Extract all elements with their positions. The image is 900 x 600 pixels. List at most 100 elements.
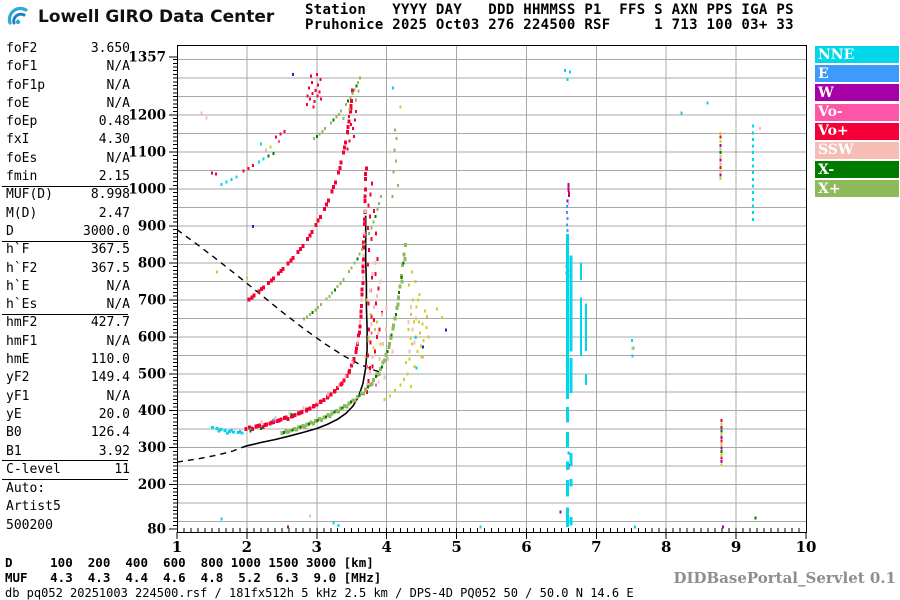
legend-item-vo: Vo+ <box>815 122 899 140</box>
param-row-he: h`E N/A <box>6 278 130 296</box>
rfi-column <box>566 234 570 528</box>
param-value: 8.998 <box>90 187 130 203</box>
param-label: D <box>6 223 14 239</box>
echo-series-o-trace-1hop <box>244 166 368 432</box>
y-tick-label: 900 <box>138 218 166 234</box>
param-row-fmin: fmin 2.15 <box>6 168 130 186</box>
logo-text: Lowell GIRO Data Center <box>38 7 275 27</box>
y-tick-label: 800 <box>138 255 166 271</box>
x-tick-label: 6 <box>521 538 531 556</box>
y-tick-label: 400 <box>138 403 166 419</box>
param-row-yf2: yF2 149.4 <box>6 369 130 387</box>
y-tick-label: 700 <box>138 292 166 308</box>
param-label: foEs <box>6 150 38 166</box>
legend-item-ssw: SSW <box>815 141 899 159</box>
param-label: MUF(D) <box>6 187 53 203</box>
servlet-watermark: DIDBasePortal_Servlet 0.1 <box>673 569 896 587</box>
param-label: B1 <box>6 443 22 459</box>
param-label: h`F <box>6 242 30 258</box>
param-value: N/A <box>106 278 130 294</box>
station-header: Station YYYY DAY DDD HHMMSS P1 FFS S AXN… <box>305 3 794 33</box>
param-value: 427.7 <box>90 315 130 331</box>
param-separator <box>2 314 128 315</box>
echo-series-tail-upper-red <box>210 130 286 176</box>
x-tick-label: 5 <box>451 538 461 556</box>
polarization-legend: NNE E W Vo- Vo+ SSW X- X+ <box>815 46 899 200</box>
echo-series-noise-purple <box>287 143 724 529</box>
param-row-yf1: yF1 N/A <box>6 388 130 406</box>
param-row-foes: foEs N/A <box>6 150 130 168</box>
rfi-column <box>569 255 573 526</box>
trace-fit-leadin-dashed <box>176 445 246 463</box>
y-tick-label: 1100 <box>128 144 166 160</box>
rfi-column <box>580 262 582 356</box>
param-value: 367.5 <box>90 242 130 258</box>
x-tick-label: 8 <box>661 538 671 556</box>
giro-logo-icon <box>7 6 28 25</box>
x-tick-label: 3 <box>312 538 322 556</box>
x-tick-label: 10 <box>796 538 817 556</box>
param-label: foF1p <box>6 77 46 93</box>
param-label: yE <box>6 406 22 422</box>
legend-item-e: E <box>815 65 899 83</box>
param-row-hf2: h`F2 367.5 <box>6 260 130 278</box>
param-label: h`E <box>6 278 30 294</box>
echo-series-noise-salmon <box>200 111 761 518</box>
param-value: N/A <box>106 95 130 111</box>
y-tick-label: 600 <box>138 329 166 345</box>
param-row-hmf1: hmF1 N/A <box>6 333 130 351</box>
parameter-panel: foF2 3.650 foF1 N/A foF1p N/A foE N/A foEp 0.48 fx… <box>6 40 130 479</box>
echo-series-tail-low-cyan <box>211 425 244 435</box>
echo-series-noise-cyan <box>220 69 754 529</box>
echo-series-x-band-upper-dark <box>315 84 358 138</box>
param-separator <box>2 478 128 480</box>
y-tick-label: 1200 <box>128 108 166 124</box>
giro-logo: Lowell GIRO Data Center <box>6 3 274 31</box>
param-row-foe: foE N/A <box>6 95 130 113</box>
autoscaling-info: Auto: Artist5 500200 <box>6 481 61 533</box>
status-line: db pq052 20251003 224500.rsf / 181fx512h… <box>5 586 634 600</box>
legend-item-vo: Vo- <box>815 103 899 121</box>
echo-series-noise-red <box>567 135 723 460</box>
param-row-fof1: foF1 N/A <box>6 58 130 76</box>
echo-series-o-trace-2hop <box>247 88 354 302</box>
echo-series-noise-yellow <box>215 105 723 467</box>
y-tick-label: 1000 <box>128 181 166 197</box>
echo-series-x-trace-2hop-dark <box>311 214 377 314</box>
param-row-hes: h`Es N/A <box>6 296 130 314</box>
param-label: hmE <box>6 352 30 368</box>
trace-fit-solid <box>245 215 368 447</box>
param-value: 2.47 <box>98 205 130 221</box>
param-row-mufd: MUF(D) 8.998 <box>6 186 130 204</box>
station-header-line2: Pruhonice 2025 Oct03 276 224500 RSF 1 71… <box>305 17 794 33</box>
x-tick-label: 9 <box>731 538 741 556</box>
param-row-hmf2: hmF2 427.7 <box>6 314 130 332</box>
y-tick-label: 500 <box>138 366 166 382</box>
legend-item-nne: NNE <box>815 46 899 63</box>
grid <box>177 45 806 532</box>
param-row-hme: hmE 110.0 <box>6 351 130 369</box>
echo-series-x-trace-1hop-dark <box>282 261 405 434</box>
param-label: fmin <box>6 169 38 185</box>
param-label: M(D) <box>6 205 38 221</box>
echo-points <box>200 69 761 529</box>
dmuf-table: D 100 200 400 600 800 1000 1500 3000 [km… <box>5 555 381 585</box>
param-separator <box>2 460 128 462</box>
param-value: 110.0 <box>90 352 130 368</box>
param-value: N/A <box>106 388 130 404</box>
param-label: foF1 <box>6 59 38 75</box>
param-row-md: M(D) 2.47 <box>6 205 130 223</box>
param-value: N/A <box>106 59 130 75</box>
echo-series-noise-green <box>249 151 757 520</box>
legend-item-w: W <box>815 84 899 102</box>
echo-series-x-band-upper <box>313 76 362 141</box>
param-label: B0 <box>6 425 22 441</box>
param-row-b0: B0 126.4 <box>6 424 130 442</box>
param-value: 149.4 <box>90 370 130 386</box>
legend-item-x: X+ <box>815 180 899 198</box>
legend-item-x: X- <box>815 161 899 179</box>
param-label: h`Es <box>6 297 38 313</box>
param-label: fxI <box>6 132 30 148</box>
param-value: 3000.0 <box>83 223 130 239</box>
echo-series-noise-blue <box>230 205 570 455</box>
